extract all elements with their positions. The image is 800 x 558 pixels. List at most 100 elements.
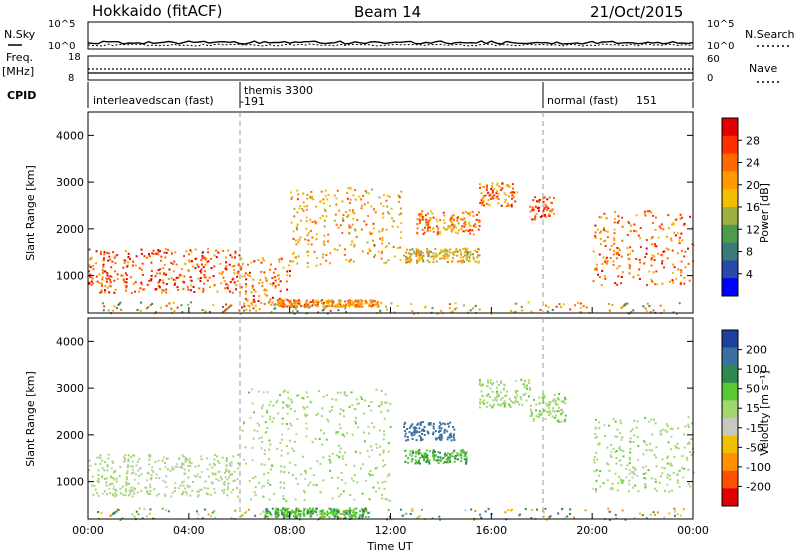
heatmap-cell [679,281,682,284]
heatmap-cell [209,493,212,496]
heatmap-cell [659,475,662,478]
heatmap-cell [183,275,186,278]
heatmap-cell [486,184,488,187]
heatmap-cell [523,386,526,389]
heatmap-cell [618,448,621,450]
noise-cell [409,513,412,515]
heatmap-cell [495,399,498,402]
heatmap-cell [343,435,346,438]
heatmap-cell [149,478,152,481]
heatmap-cell [344,248,346,251]
heatmap-cell [141,274,144,276]
heatmap-cell [268,448,271,451]
noise-cell [364,507,367,510]
heatmap-cell [369,299,372,302]
heatmap-cell [367,425,370,428]
noise-cell [621,306,624,309]
heatmap-cell [650,211,653,214]
heatmap-cell [154,461,157,463]
heatmap-cell [252,437,255,440]
heatmap-cell [432,230,435,233]
heatmap-cell [124,289,127,292]
heatmap-cell [111,460,114,463]
heatmap-cell [170,277,173,280]
heatmap-cell [288,264,291,267]
heatmap-cell [339,224,342,227]
heatmap-cell [665,423,668,426]
heatmap-cell [440,257,443,260]
heatmap-cell [427,423,430,426]
noise-cell [411,507,414,510]
noise-cell [284,509,287,512]
heatmap-cell [652,214,655,217]
heatmap-cell [280,510,283,513]
heatmap-cell [661,262,664,265]
heatmap-cell [416,223,419,226]
heatmap-cell [334,213,337,216]
noise-cell [524,508,527,511]
heatmap-cell [353,212,356,215]
heatmap-cell [282,497,285,500]
heatmap-cell [351,211,354,214]
heatmap-cell [605,262,608,265]
heatmap-cell [371,473,374,476]
freq-label: Freq. [6,51,33,64]
heatmap-cell [101,268,104,271]
heatmap-cell [443,256,446,259]
heatmap-cell [157,281,160,284]
heatmap-cell [426,229,429,232]
heatmap-cell [427,223,430,226]
heatmap-cell [627,253,629,256]
heatmap-cell [310,190,313,193]
heatmap-cell [387,259,390,262]
heatmap-cell [254,304,257,307]
heatmap-cell [323,225,326,228]
heatmap-cell [315,300,318,303]
heatmap-cell [280,465,283,468]
heatmap-cell [315,511,318,514]
heatmap-cell [304,415,307,418]
heatmap-cell [645,247,648,250]
heatmap-cell [633,434,636,437]
heatmap-cell [181,466,184,469]
noise-cell [214,516,217,519]
heatmap-cell [429,423,432,426]
heatmap-cell [302,201,305,204]
heatmap-cell [614,451,617,453]
heatmap-cell [670,237,673,240]
heatmap-cell [379,445,382,448]
heatmap-cell [325,305,328,308]
heatmap-cell [626,247,629,250]
heatmap-cell [282,299,285,302]
heatmap-cell [335,454,338,457]
heatmap-cell [348,305,351,308]
heatmap-cell [276,510,279,513]
colorbar-swatch [722,260,738,279]
heatmap-cell [297,512,300,515]
heatmap-cell [127,458,130,461]
heatmap-cell [157,459,160,462]
noise-cell [448,307,451,310]
heatmap-cell [199,270,202,273]
power-panel-frame [87,111,694,314]
noise-cell [165,509,167,512]
heatmap-cell [527,379,530,382]
heatmap-cell [558,406,560,409]
colorbar-swatch [722,382,738,401]
heatmap-cell [101,272,104,275]
heatmap-cell [375,443,378,446]
heatmap-cell [668,474,671,477]
noise-cell [548,516,551,519]
heatmap-cell [198,287,201,290]
heatmap-cell [644,472,647,475]
heatmap-cell [382,449,385,452]
heatmap-cell [500,391,503,394]
heatmap-cell [653,487,656,490]
heatmap-cell [557,419,560,421]
heatmap-cell [357,300,360,303]
heatmap-cell [427,460,430,463]
heatmap-cell [676,232,679,235]
heatmap-cell [459,250,462,253]
heatmap-cell [408,257,411,260]
heatmap-cell [412,426,415,429]
